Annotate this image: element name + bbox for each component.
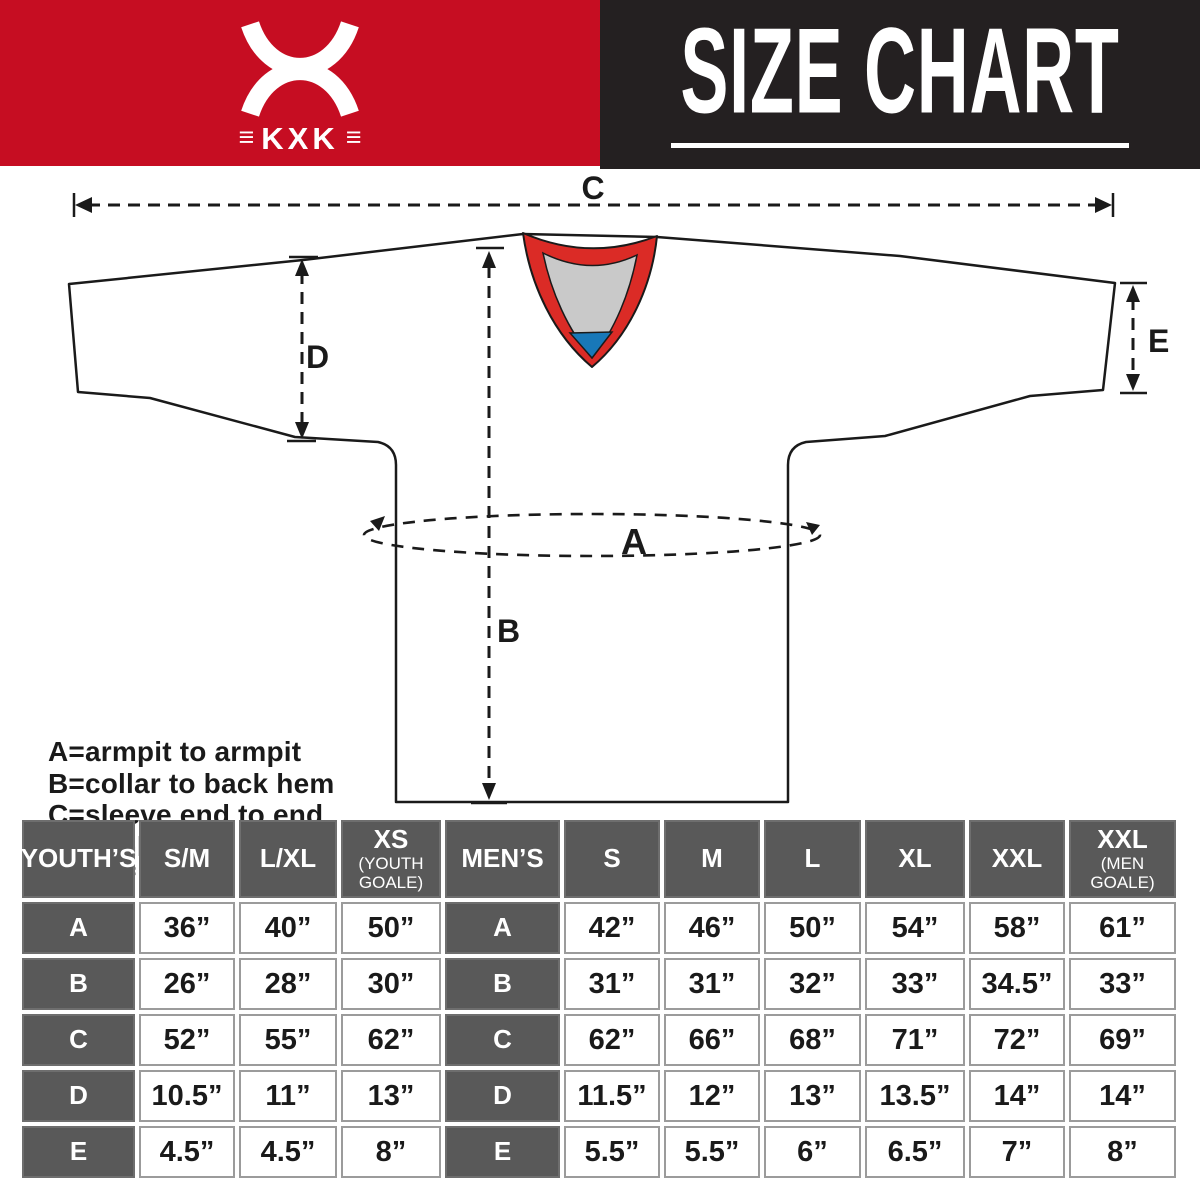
men-value-cell: 6.5” bbox=[865, 1126, 965, 1178]
men-column-header: S bbox=[564, 820, 660, 898]
dimension-line-e bbox=[1120, 281, 1147, 395]
men-value-cell: 14” bbox=[1069, 1070, 1176, 1122]
jersey-diagram-area: C D B bbox=[0, 170, 1200, 893]
dimension-line-c bbox=[72, 193, 1115, 217]
men-value-cell: 42” bbox=[564, 902, 660, 954]
men-row-label: D bbox=[445, 1070, 560, 1122]
men-value-cell: 71” bbox=[865, 1014, 965, 1066]
brand-header: ≡ KXK ≡ bbox=[0, 0, 600, 166]
men-column-header: XXL bbox=[969, 820, 1065, 898]
men-value-cell: 68” bbox=[764, 1014, 861, 1066]
kxk-logo-icon bbox=[241, 20, 359, 117]
youth-value-cell: 4.5” bbox=[139, 1126, 235, 1178]
men-value-cell: 11.5” bbox=[564, 1070, 660, 1122]
triple-bar-left-icon: ≡ bbox=[238, 121, 255, 152]
youth-row-label: C bbox=[22, 1014, 135, 1066]
dimension-label-c: C bbox=[581, 170, 604, 206]
youth-value-cell: 26” bbox=[139, 958, 235, 1010]
men-value-cell: 6” bbox=[764, 1126, 861, 1178]
men-column-header: M bbox=[664, 820, 760, 898]
youth-row-label: E bbox=[22, 1126, 135, 1178]
men-row-label: E bbox=[445, 1126, 560, 1178]
dimension-label-b: B bbox=[497, 613, 520, 649]
size-table: YOUTH’S S/M L/XL XS (YOUTH GOALE) MEN’S S M L XL X… bbox=[21, 820, 1176, 1178]
youth-value-cell: 13” bbox=[341, 1070, 441, 1122]
title-header: SIZE CHART bbox=[600, 0, 1200, 169]
youth-value-cell: 62” bbox=[341, 1014, 441, 1066]
men-value-cell: 7” bbox=[969, 1126, 1065, 1178]
men-row-label: B bbox=[445, 958, 560, 1010]
youth-value-cell: 11” bbox=[239, 1070, 337, 1122]
youth-value-cell: 50” bbox=[341, 902, 441, 954]
youth-table-label: YOUTH’S bbox=[21, 820, 136, 898]
youth-value-cell: 8” bbox=[341, 1126, 441, 1178]
men-value-cell: 8” bbox=[1069, 1126, 1176, 1178]
dimension-line-d bbox=[287, 255, 318, 443]
men-value-cell: 33” bbox=[1069, 958, 1176, 1010]
legend-item: A=armpit to armpit bbox=[48, 736, 302, 767]
youth-value-cell: 28” bbox=[239, 958, 337, 1010]
men-value-cell: 50” bbox=[764, 902, 861, 954]
legend-item: B=collar to back hem bbox=[48, 767, 335, 799]
youth-row-label: A bbox=[22, 902, 135, 954]
men-value-cell: 66” bbox=[664, 1014, 760, 1066]
men-value-cell: 14” bbox=[969, 1070, 1065, 1122]
men-value-cell: 72” bbox=[969, 1014, 1065, 1066]
men-row-label: A bbox=[445, 902, 560, 954]
men-table-label: MEN’S bbox=[445, 820, 560, 898]
brand-wordmark-text: KXK bbox=[261, 120, 339, 156]
men-value-cell: 12” bbox=[664, 1070, 760, 1122]
men-value-cell: 34.5” bbox=[969, 958, 1065, 1010]
men-value-cell: 69” bbox=[1069, 1014, 1176, 1066]
men-value-cell: 5.5” bbox=[664, 1126, 760, 1178]
youth-value-cell: 55” bbox=[239, 1014, 337, 1066]
dimension-label-d: D bbox=[306, 339, 329, 375]
jersey-diagram: C D B bbox=[67, 170, 1169, 805]
dimension-label-e: E bbox=[1148, 323, 1169, 359]
men-column-header: L bbox=[764, 820, 861, 898]
youth-value-cell: 30” bbox=[341, 958, 441, 1010]
men-value-cell: 31” bbox=[564, 958, 660, 1010]
men-value-cell: 61” bbox=[1069, 902, 1176, 954]
youth-row-label: B bbox=[22, 958, 135, 1010]
men-value-cell: 5.5” bbox=[564, 1126, 660, 1178]
title-underline bbox=[671, 143, 1129, 148]
men-value-cell: 58” bbox=[969, 902, 1065, 954]
men-row-label: C bbox=[445, 1014, 560, 1066]
youth-column-header: XS (YOUTH GOALE) bbox=[341, 820, 441, 898]
men-value-cell: 54” bbox=[865, 902, 965, 954]
youth-value-cell: 4.5” bbox=[239, 1126, 337, 1178]
collar-insert bbox=[568, 331, 614, 360]
men-value-cell: 62” bbox=[564, 1014, 660, 1066]
jersey-outline bbox=[67, 232, 1117, 804]
dimension-line-b bbox=[471, 246, 507, 805]
men-column-header: XL bbox=[865, 820, 965, 898]
men-value-cell: 46” bbox=[664, 902, 760, 954]
dimension-line-a bbox=[362, 512, 822, 558]
triple-bar-right-icon: ≡ bbox=[345, 121, 362, 152]
dimension-label-a: A bbox=[621, 521, 647, 562]
youth-value-cell: 52” bbox=[139, 1014, 235, 1066]
youth-value-cell: 36” bbox=[139, 902, 235, 954]
youth-value-cell: 10.5” bbox=[139, 1070, 235, 1122]
men-value-cell: 33” bbox=[865, 958, 965, 1010]
youth-column-header: S/M bbox=[139, 820, 235, 898]
page-title: SIZE CHART bbox=[680, 2, 1120, 140]
men-value-cell: 13” bbox=[764, 1070, 861, 1122]
youth-value-cell: 40” bbox=[239, 902, 337, 954]
youth-row-label: D bbox=[22, 1070, 135, 1122]
men-value-cell: 13.5” bbox=[865, 1070, 965, 1122]
men-value-cell: 32” bbox=[764, 958, 861, 1010]
men-value-cell: 31” bbox=[664, 958, 760, 1010]
youth-column-header: L/XL bbox=[239, 820, 337, 898]
men-column-header: XXL (MEN GOALE) bbox=[1069, 820, 1176, 898]
collar-inner bbox=[541, 251, 639, 360]
brand-wordmark: ≡ KXK ≡ bbox=[239, 123, 362, 154]
